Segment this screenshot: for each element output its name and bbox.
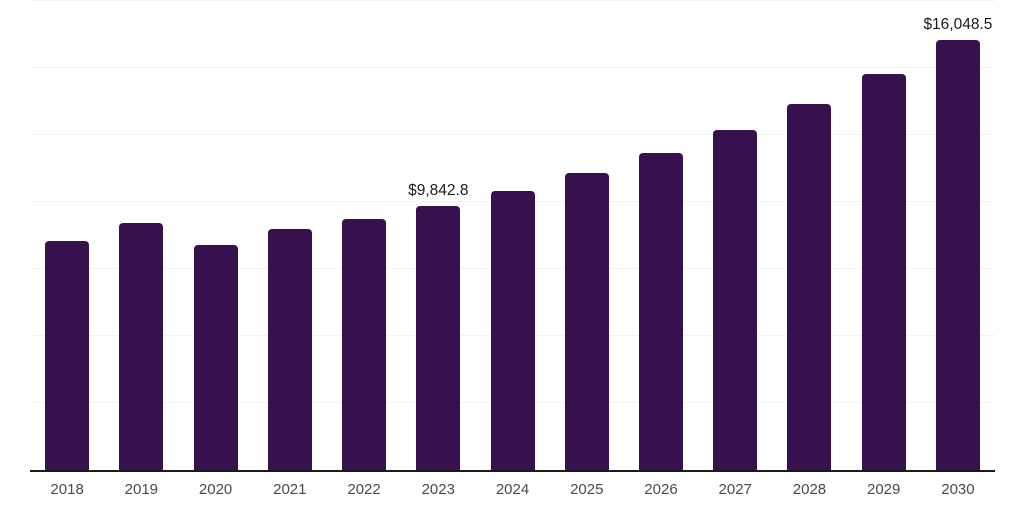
bar-2021 [267, 228, 312, 470]
bar-2028 [787, 104, 832, 470]
x-axis-line [30, 470, 995, 472]
x-tick-label-2026: 2026 [644, 481, 678, 498]
bar-slot-2018 [30, 0, 104, 470]
bar-slot-2019 [104, 0, 178, 470]
x-tick-label-2018: 2018 [50, 481, 84, 498]
bar-2022 [342, 219, 387, 470]
gridline [30, 133, 995, 135]
x-tick-label-2021: 2021 [273, 481, 307, 498]
bar-slot-2029 [847, 0, 921, 470]
bar-slot-2027 [698, 0, 772, 470]
bar-slot-2024 [475, 0, 549, 470]
x-tick-label-2023: 2023 [421, 481, 455, 498]
bar-2030: $16,048.5 [923, 16, 992, 470]
gridline [30, 66, 995, 68]
x-tick-label-2029: 2029 [867, 481, 901, 498]
x-tick-label-2020: 2020 [198, 481, 233, 498]
bar-2018 [45, 241, 90, 470]
bar-2024 [490, 190, 535, 470]
x-tick-label-2022: 2022 [347, 481, 381, 498]
plot-area: $9,842.8 $16,048.5 [30, 0, 995, 470]
bar-slots: $9,842.8 $16,048.5 [30, 0, 995, 470]
bar-2023: $9,842.8 [408, 182, 468, 470]
bar-slot-2020 [178, 0, 252, 470]
bar-slot-2030: $16,048.5 [921, 0, 995, 470]
x-tick-label-2019: 2019 [124, 481, 159, 498]
bar-value-label-2030: $16,048.5 [923, 15, 993, 33]
x-tick-label-2025: 2025 [570, 481, 604, 498]
bar-slot-2022 [327, 0, 401, 470]
bar-2027 [713, 130, 758, 470]
x-tick-label-2027: 2027 [718, 481, 752, 498]
bar-2029 [861, 74, 906, 470]
bar-2026 [638, 153, 683, 470]
bar-slot-2023: $9,842.8 [401, 0, 475, 470]
bar-2019 [119, 223, 164, 470]
x-axis-tick-labels: 2018 2019 2020 2021 2022 2023 2024 2025 2026 2027… [30, 480, 995, 500]
bar-2025 [564, 172, 609, 470]
x-tick-label-2028: 2028 [792, 481, 827, 498]
bar-slot-2026 [624, 0, 698, 470]
bar-slot-2021 [253, 0, 327, 470]
gridline [30, 0, 995, 1]
x-tick-label-2024: 2024 [495, 481, 530, 498]
bar-2020 [193, 245, 238, 470]
bar-slot-2028 [772, 0, 846, 470]
x-tick-label-2030: 2030 [941, 481, 975, 498]
bar-value-label-2023: $9,842.8 [408, 182, 469, 200]
bar-slot-2025 [550, 0, 624, 470]
